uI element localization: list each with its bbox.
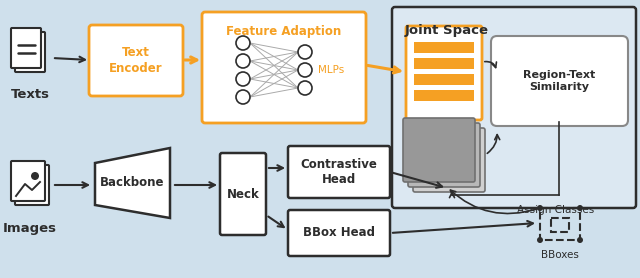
Bar xyxy=(551,218,569,232)
FancyBboxPatch shape xyxy=(202,12,366,123)
FancyBboxPatch shape xyxy=(413,128,485,192)
FancyBboxPatch shape xyxy=(288,146,390,198)
Bar xyxy=(414,42,474,53)
Bar xyxy=(414,58,474,69)
Text: Feature Adaption: Feature Adaption xyxy=(227,25,342,38)
FancyBboxPatch shape xyxy=(403,118,475,182)
FancyBboxPatch shape xyxy=(15,165,49,205)
Text: Region-Text
Similarity: Region-Text Similarity xyxy=(524,70,596,92)
FancyBboxPatch shape xyxy=(11,161,45,201)
Text: Assign Classes: Assign Classes xyxy=(517,205,595,215)
FancyBboxPatch shape xyxy=(15,32,45,72)
Text: Images: Images xyxy=(3,222,57,235)
Bar xyxy=(414,90,474,101)
Text: Texts: Texts xyxy=(10,88,49,101)
FancyBboxPatch shape xyxy=(408,123,480,187)
Text: Neck: Neck xyxy=(227,187,259,200)
FancyBboxPatch shape xyxy=(491,36,628,126)
Text: BBox Head: BBox Head xyxy=(303,227,375,240)
Text: Joint Space: Joint Space xyxy=(405,24,489,37)
Circle shape xyxy=(31,172,39,180)
Text: Backbone: Backbone xyxy=(100,177,164,190)
Text: Contrastive
Head: Contrastive Head xyxy=(301,158,378,186)
FancyBboxPatch shape xyxy=(11,28,41,68)
FancyBboxPatch shape xyxy=(406,26,482,120)
Circle shape xyxy=(537,205,543,211)
Polygon shape xyxy=(95,148,170,218)
Circle shape xyxy=(577,237,583,243)
Bar xyxy=(414,74,474,85)
FancyBboxPatch shape xyxy=(288,210,390,256)
FancyBboxPatch shape xyxy=(89,25,183,96)
Text: Text
Encoder: Text Encoder xyxy=(109,46,163,75)
Circle shape xyxy=(537,237,543,243)
Text: BBoxes: BBoxes xyxy=(541,250,579,260)
Text: MLPs: MLPs xyxy=(318,65,344,75)
Circle shape xyxy=(577,205,583,211)
Bar xyxy=(540,208,580,240)
FancyBboxPatch shape xyxy=(392,7,636,208)
FancyBboxPatch shape xyxy=(220,153,266,235)
